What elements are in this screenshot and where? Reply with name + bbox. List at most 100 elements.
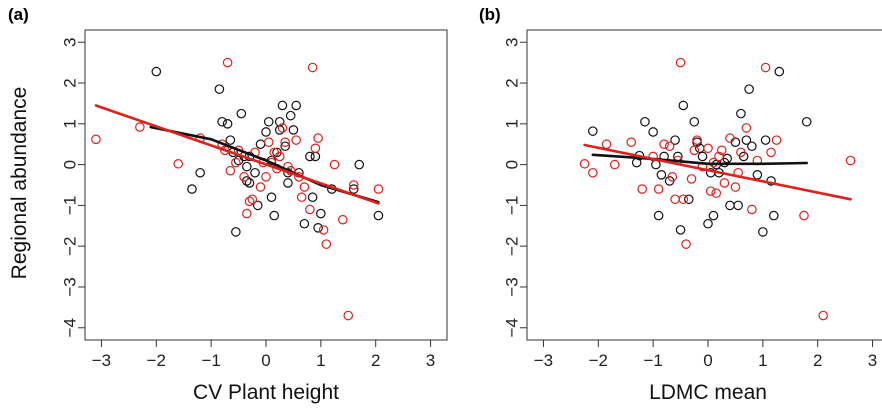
red-data-point (675, 57, 686, 68)
panel-b-fit-lines (583, 143, 852, 201)
red-data-point (247, 194, 258, 205)
red-data-point (588, 167, 598, 178)
black-data-point (708, 210, 719, 221)
y-axis-title: Regional abundance (8, 87, 31, 280)
black-data-point (151, 66, 162, 77)
red-data-point (686, 174, 697, 184)
red-data-point (91, 134, 101, 145)
red-data-point (307, 62, 318, 73)
y-tick-label: −3 (502, 277, 521, 296)
black-data-point (280, 141, 290, 152)
y-tick-label: −3 (60, 277, 79, 296)
red-data-point (766, 147, 776, 158)
panel-a-label: (a) (8, 5, 29, 24)
panel-a-frame (84, 29, 448, 341)
black-data-point (697, 151, 708, 162)
black-data-point (653, 210, 664, 221)
red-data-point (670, 194, 680, 205)
red-data-point (714, 151, 724, 162)
x-tick-label: −2 (589, 351, 608, 370)
red-data-point (337, 214, 348, 225)
red-data-point (711, 188, 722, 198)
red-data-point (705, 186, 716, 196)
red-data-point (703, 143, 713, 154)
red-data-point (274, 151, 285, 162)
red-data-point (747, 204, 757, 215)
red-data-point (725, 133, 735, 143)
y-tick-label: 1 (60, 119, 79, 128)
x-tick-label: 0 (703, 351, 712, 370)
black-data-point (274, 125, 285, 135)
x-tick-label: −1 (643, 351, 662, 370)
panel-a: (a) −3 −2 −1 0 1 2 3 −4 −3 −2 −1 0 1 2 3 CV Plant heig… (8, 5, 448, 404)
red-data-point (321, 239, 332, 249)
panel-a-points (91, 57, 384, 321)
black-data-point (373, 210, 384, 221)
red-data-point (305, 204, 315, 215)
x-tick-label: 3 (868, 351, 877, 370)
black-data-point (774, 66, 785, 77)
red-data-point (760, 62, 771, 73)
red-data-point (736, 147, 746, 158)
red-data-point (692, 135, 702, 145)
black-data-point (651, 159, 661, 170)
red-data-point (681, 239, 691, 249)
black-data-point (263, 116, 274, 127)
black-data-point (299, 218, 310, 229)
black-data-point (725, 200, 735, 211)
black-data-point (233, 155, 244, 166)
black-data-point (255, 139, 266, 150)
black-data-point (760, 135, 771, 145)
y-tick-label: 1 (502, 119, 521, 128)
red-data-point (239, 172, 249, 182)
panel-b-points (579, 57, 856, 321)
black-data-point (689, 116, 700, 127)
black-data-point (222, 119, 233, 129)
x-tick-label: 2 (813, 351, 822, 370)
red-data-point (667, 172, 678, 182)
red-data-point (280, 137, 290, 147)
red-data-point (716, 145, 727, 156)
black-data-point (703, 218, 713, 229)
red-data-point (689, 145, 700, 156)
red-data-point (222, 57, 233, 68)
x-tick-label: −3 (92, 351, 111, 370)
red-data-point (730, 182, 741, 192)
y-tick-label: 0 (502, 160, 521, 169)
black-data-point (736, 108, 746, 119)
red-data-point (579, 158, 590, 169)
red-data-point (741, 123, 752, 133)
red-data-point (231, 157, 241, 168)
y-tick-label: 3 (502, 38, 521, 47)
red-data-point (659, 139, 669, 150)
black-data-point (670, 135, 680, 145)
x-tick-label: 1 (316, 351, 325, 370)
x-tick-label: 1 (758, 351, 767, 370)
red-data-point (818, 310, 828, 321)
panel-b-axes: −3 −2 −1 0 1 2 3 −4 −3 −2 −1 0 1 2 3 (502, 38, 877, 370)
panel-b: (b) −3 −2 −1 0 1 2 3 −4 −3 −2 −1 0 1 2 3 LDMC mean (479, 5, 882, 404)
red-data-point (771, 135, 782, 145)
red-data-point (225, 165, 236, 176)
black-data-point (684, 194, 694, 205)
red-data-point (313, 133, 323, 143)
black-data-point (307, 192, 318, 203)
black-data-point (269, 210, 280, 221)
panel-b-label: (b) (479, 5, 501, 24)
red-data-point (609, 159, 620, 170)
panel-a-x-axis-title: CV Plant height (193, 381, 339, 404)
black-data-point (242, 161, 252, 172)
panel-b-x-axis-title: LDMC mean (649, 381, 767, 404)
red-data-point (318, 225, 329, 235)
y-tick-label: 2 (502, 78, 521, 87)
red-data-point (648, 151, 658, 162)
y-tick-label: −4 (60, 318, 79, 337)
red-data-point (299, 182, 310, 192)
black-data-point (648, 127, 658, 137)
black-data-point (277, 100, 288, 111)
black-data-point (744, 84, 754, 94)
black-data-point (225, 135, 236, 145)
black-data-point (741, 135, 752, 145)
x-tick-label: −1 (201, 351, 220, 370)
black-data-point (291, 100, 301, 111)
